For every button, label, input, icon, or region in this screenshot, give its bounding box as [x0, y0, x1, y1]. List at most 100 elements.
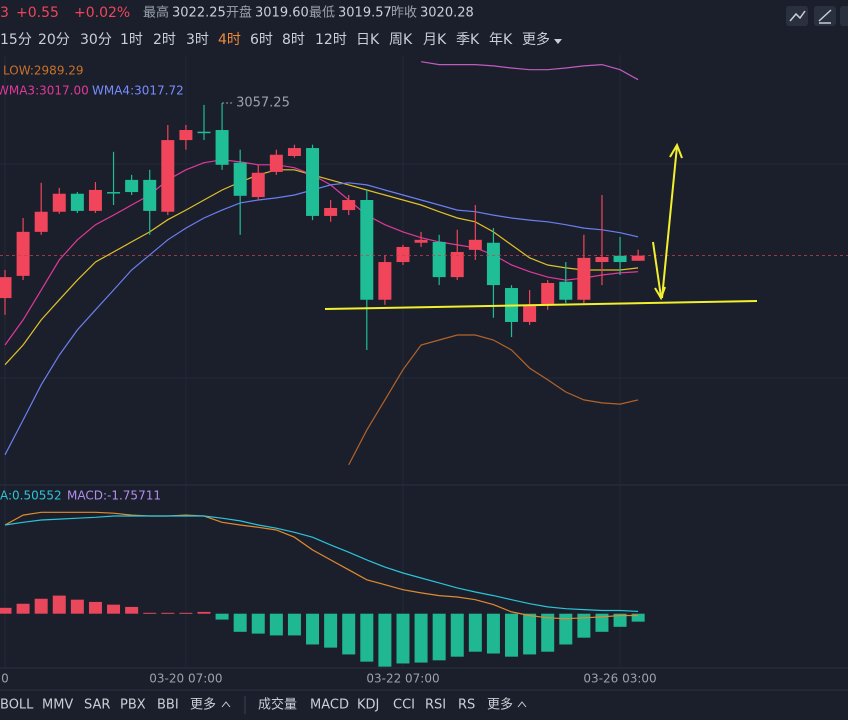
interval-tab[interactable]: 更多: [522, 31, 550, 48]
candle-body: [631, 255, 645, 261]
macd-bar: [306, 613, 320, 645]
indicator-tab[interactable]: MMV: [42, 698, 73, 713]
indicator-tab[interactable]: RSI: [425, 698, 446, 713]
ma-line: [4, 159, 639, 346]
candle-body: [541, 282, 555, 305]
icon: [789, 10, 806, 22]
interval-tab[interactable]: 30分: [80, 32, 112, 48]
candle-body: [559, 281, 573, 300]
interval-tab[interactable]: 年K: [489, 32, 513, 48]
indicator-tab[interactable]: BBI: [157, 698, 179, 713]
indicator-tab[interactable]: KDJ: [357, 698, 379, 713]
x-tick-label: 0: [1, 672, 9, 686]
macd-bar: [324, 613, 338, 648]
candle-body: [306, 148, 320, 216]
last-price: 3: [0, 5, 9, 21]
value: 3020.28: [420, 6, 474, 21]
interval-tab[interactable]: 日K: [356, 32, 380, 48]
interval-tab[interactable]: 3时: [186, 32, 209, 48]
interval-tab[interactable]: 周K: [389, 32, 413, 48]
icon: [818, 9, 832, 24]
legend-entry: WMA4:3017.72: [92, 84, 184, 98]
indicator-tab[interactable]: 更多: [190, 697, 216, 713]
high-label: 3057.25: [236, 95, 290, 110]
interval-tab[interactable]: 8时: [282, 32, 305, 48]
interval-tab[interactable]: 1时: [120, 32, 143, 48]
arrow: [652, 241, 662, 298]
header: 3 +0.55 +0.02% 最高 3022.25 开盘 3019.60 最低 …: [0, 5, 474, 22]
interval-tab[interactable]: 4时: [218, 32, 241, 48]
macd-bar: [179, 612, 193, 614]
ma-line: [4, 169, 639, 366]
candle-body: [378, 262, 392, 300]
candle-body: [179, 130, 193, 141]
indicator-tab[interactable]: PBX: [120, 698, 146, 713]
macd-bar: [378, 613, 392, 667]
legend-entry: WMA3:3017.00: [0, 84, 89, 98]
value: 3022.25: [172, 6, 226, 21]
indicator-tab[interactable]: MACD: [310, 698, 349, 713]
macd-bar: [215, 613, 229, 620]
macd-bar: [52, 595, 66, 614]
candle-body: [342, 200, 356, 211]
candle-body: [360, 200, 374, 300]
x-tick-label: 03-20 07:00: [149, 672, 222, 686]
macd-bar: [70, 599, 84, 614]
caret: [517, 701, 527, 708]
label: 昨收: [391, 6, 417, 21]
interval-tab[interactable]: 15分: [0, 32, 32, 48]
macd-bar: [613, 613, 627, 627]
value: 3019.57: [338, 6, 392, 21]
change-pct: +0.02%: [74, 5, 130, 21]
candle-body: [324, 207, 338, 216]
interval-tab[interactable]: 12时: [315, 32, 347, 48]
candle-body: [52, 193, 66, 212]
candle-body: [215, 130, 229, 165]
macd-bar: [450, 613, 464, 657]
plot: 0 03-20 07:00 03-22 07:00 03-26 03:00 3057.2…: [0, 55, 848, 686]
candle-body: [613, 255, 627, 263]
indicator-tab[interactable]: SAR: [84, 698, 110, 713]
indicator-tab[interactable]: RS: [458, 698, 475, 713]
macd-bar: [414, 613, 428, 663]
candle-body: [16, 231, 30, 276]
arrow: [661, 145, 678, 299]
interval-tab[interactable]: 季K: [456, 32, 480, 48]
macd-bar: [486, 613, 500, 654]
macd-bar: [0, 607, 12, 614]
macd-bar: [595, 613, 609, 632]
macd-bar: [125, 606, 139, 614]
candle-body: [450, 251, 464, 278]
interval-tab[interactable]: 月K: [423, 32, 447, 48]
interval-tab[interactable]: 2时: [153, 32, 176, 48]
macd-bar: [342, 613, 356, 655]
legend-entry: LOW:2989.29: [3, 64, 84, 78]
macd-line: [4, 515, 639, 612]
arrow-head: [669, 142, 683, 159]
candle-body: [70, 193, 84, 211]
label: 最高: [143, 5, 169, 21]
indicator-tab[interactable]: BOLL: [0, 698, 34, 713]
macd-line: [4, 511, 639, 620]
interval-tab[interactable]: 6时: [250, 32, 273, 48]
macd-bar: [541, 613, 555, 652]
indicator-tab[interactable]: 成交量: [258, 697, 297, 713]
candle-body: [287, 148, 301, 157]
macd-bar: [107, 604, 121, 614]
macd-bar: [143, 612, 157, 614]
toolbar: 15分 20分 30分 1时 2时 3时 4时 6时 8时 12时 日K 周K 月K 季K 年K 更多: [0, 31, 562, 48]
label: 开盘: [226, 5, 252, 21]
icon-button[interactable]: [840, 6, 848, 26]
candle-body: [486, 242, 500, 286]
candle-body: [107, 192, 121, 194]
indicator-tab[interactable]: CCI: [393, 698, 415, 713]
indicator-tab[interactable]: 更多: [487, 697, 513, 713]
candle-body: [143, 179, 157, 211]
macd-bar: [197, 611, 211, 614]
candle-body: [396, 246, 410, 263]
x-tick-label: 03-26 03:00: [583, 672, 656, 686]
interval-tab[interactable]: 20分: [38, 32, 70, 48]
footer: BOLL MMV SAR PBX BBI 更多 成交量 MACD KDJ CCI RSI RS 更多: [0, 697, 527, 713]
user-drawings: [324, 142, 758, 310]
